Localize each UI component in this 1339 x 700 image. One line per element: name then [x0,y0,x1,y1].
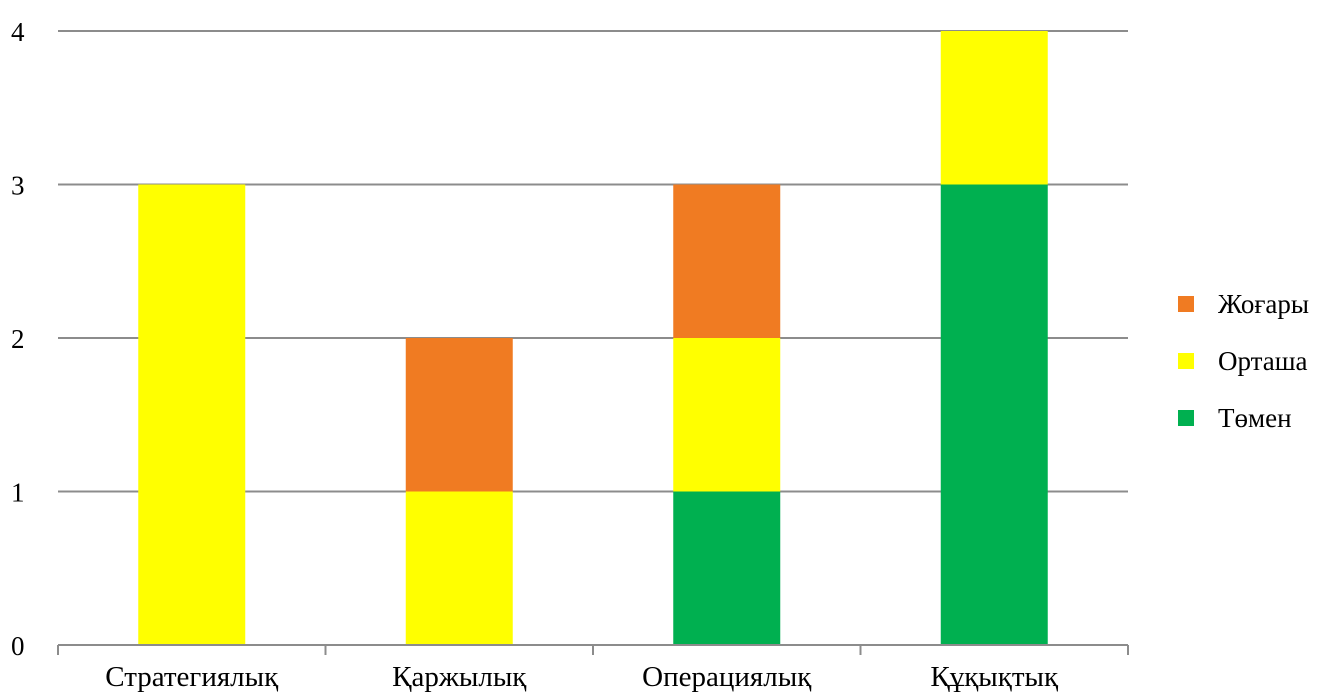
legend-swatch-0 [1178,296,1194,312]
x-category-labels: Стратегиялық Қаржылық Операциялық Құқықтық [105,661,1059,693]
legend-label-0: Жоғары [1218,289,1309,319]
legend-swatch-2 [1178,410,1194,426]
legend-swatch-1 [1178,353,1194,369]
y-tick-label-4: 4 [11,17,25,47]
y-tick-label-1: 1 [11,478,25,508]
bar-segment-3-Төмен [940,184,1048,645]
x-category-label-2: Операциялық [642,661,812,693]
y-tick-label-0: 0 [11,631,25,661]
legend-label-1: Орташа [1218,346,1308,376]
legend-label-2: Төмен [1218,403,1292,433]
bar-segment-2-Төмен [673,491,781,645]
x-category-label-0: Стратегиялық [105,661,279,693]
bar-segment-2-Орташа [673,338,781,492]
x-category-label-1: Қаржылық [392,661,527,693]
y-tick-label-3: 3 [11,171,25,201]
bar-segment-1-Жоғары [405,338,513,492]
bar-segment-0-Орташа [138,184,246,645]
bar-segment-3-Орташа [940,31,1048,185]
axes [57,644,1129,655]
y-tick-label-2: 2 [11,324,25,354]
y-tick-labels: 0 1 2 3 4 [11,17,25,661]
bar-segment-1-Орташа [405,491,513,645]
x-category-label-3: Құқықтық [930,661,1059,693]
legend: Жоғары Орташа Төмен [1178,289,1309,433]
bars [138,31,1048,645]
bar-segment-2-Жоғары [673,184,781,338]
